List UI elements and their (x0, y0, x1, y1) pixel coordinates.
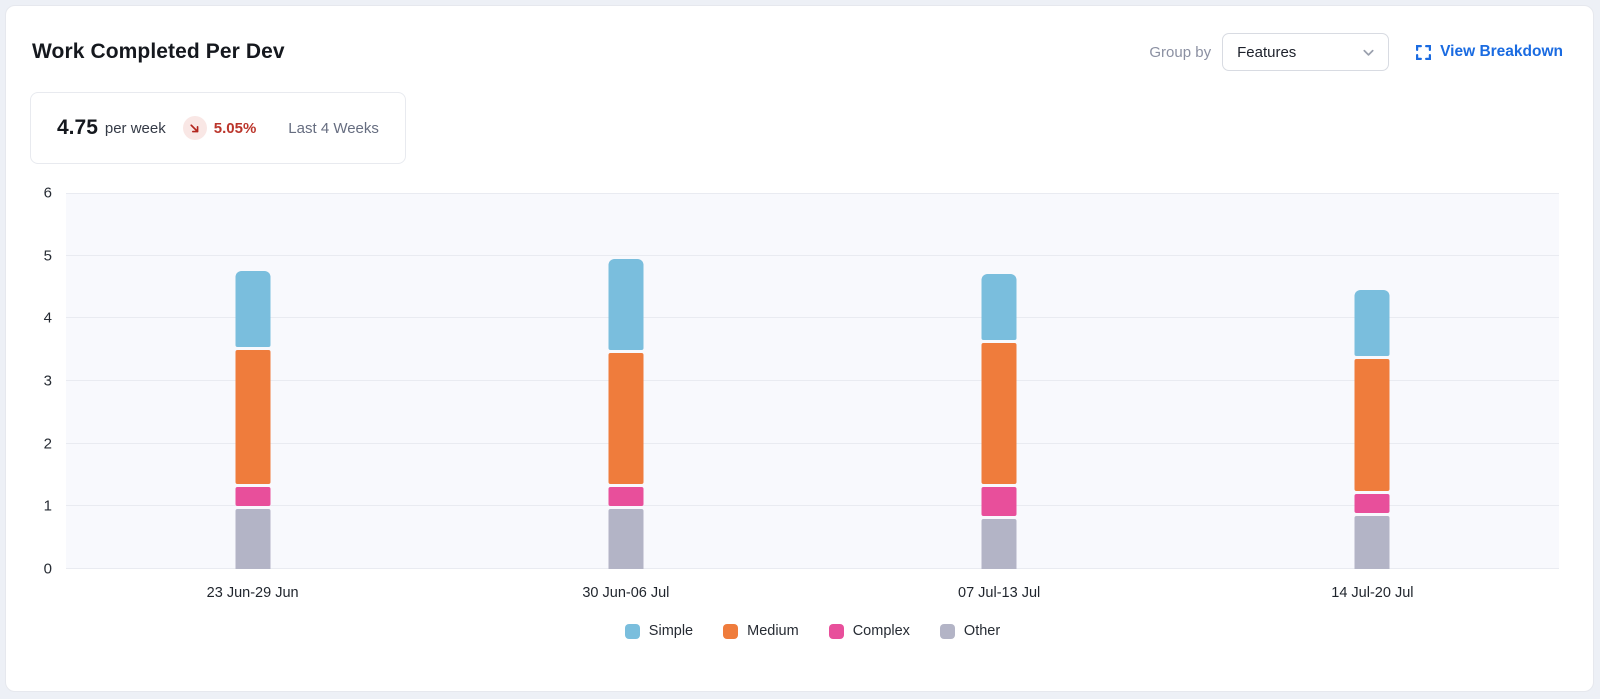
legend-label-simple: Simple (648, 623, 694, 639)
chart: 0 1 2 3 4 5 6 23 Jun-29 Jun 30 Jun-06 Jul 07 Jul… (44, 186, 1559, 639)
summary-stat-card: 4.75 per week 5.05% Last 4 Weeks (30, 92, 406, 164)
gridline-y-1 (66, 505, 1559, 507)
bar-segment-medium[interactable] (1354, 358, 1390, 491)
bar-segment-medium[interactable] (608, 352, 644, 485)
legend-item-other[interactable]: Other (939, 623, 1001, 639)
bar-segment-simple[interactable] (235, 271, 271, 347)
bar-segment-other[interactable] (235, 509, 271, 569)
group-by-selected-value: Features (1237, 43, 1297, 61)
view-breakdown-label: View Breakdown (1440, 43, 1563, 60)
bar-segment-complex[interactable] (235, 487, 271, 507)
bar-segment-complex[interactable] (608, 487, 644, 507)
x-axis-label-3: 07 Jul-13 Jul (958, 585, 1041, 601)
gridline-y-0 (66, 568, 1559, 569)
work-completed-card: Work Completed Per Dev Group by Features (5, 5, 1594, 692)
legend-label-complex: Complex (852, 623, 910, 639)
legend-swatch-complex (828, 623, 844, 639)
legend-label-other: Other (963, 623, 1001, 639)
y-axis-tick-4: 4 (43, 309, 52, 327)
legend-swatch-other (939, 623, 955, 639)
trend-down-arrow-icon (182, 116, 207, 140)
stacked-bar-3 (981, 193, 1017, 569)
y-axis-tick-2: 2 (43, 435, 52, 453)
legend-item-simple[interactable]: Simple (624, 623, 694, 639)
group-by-select[interactable]: Features (1222, 33, 1390, 71)
x-axis-label-1: 23 Jun-29 Jun (206, 585, 299, 601)
stat-delta: 5.05% (213, 119, 257, 137)
plot-area: 0 1 2 3 4 5 6 (44, 186, 1559, 577)
legend-swatch-medium (723, 623, 739, 639)
bar-segment-complex[interactable] (981, 487, 1017, 516)
bar-segment-simple[interactable] (981, 274, 1017, 341)
chevron-down-icon (1361, 45, 1376, 60)
bar-segment-simple[interactable] (608, 258, 644, 350)
bar-segment-complex[interactable] (1354, 493, 1390, 513)
chart-legend: Simple Medium Complex Other (66, 623, 1559, 639)
legend-item-complex[interactable]: Complex (828, 623, 910, 639)
legend-item-medium[interactable]: Medium (723, 623, 799, 639)
x-axis-label-4: 14 Jul-20 Jul (1331, 585, 1414, 601)
bar-segment-other[interactable] (608, 509, 644, 569)
legend-label-medium: Medium (747, 623, 799, 639)
gridline-y-4 (66, 317, 1559, 319)
stat-period: Last 4 Weeks (288, 119, 379, 137)
gridline-y-6 (66, 193, 1559, 194)
bar-segment-medium[interactable] (981, 343, 1017, 485)
stat-value: 4.75 (57, 116, 98, 139)
bar-segment-other[interactable] (981, 518, 1017, 569)
gridline-y-3 (66, 380, 1559, 381)
y-axis-tick-5: 5 (43, 247, 52, 265)
x-axis-labels: 23 Jun-29 Jun 30 Jun-06 Jul 07 Jul-13 Jul 1… (66, 585, 1559, 601)
stacked-bar-2 (608, 193, 644, 569)
x-axis-label-2: 30 Jun-06 Jul (582, 585, 670, 601)
y-axis-tick-3: 3 (43, 372, 52, 390)
view-breakdown-button[interactable]: View Breakdown (1415, 43, 1563, 61)
card-header: Work Completed Per Dev Group by Features (6, 6, 1593, 71)
legend-swatch-simple (624, 623, 640, 639)
header-controls: Group by Features (1149, 33, 1563, 71)
y-axis-tick-1: 1 (43, 497, 52, 515)
y-axis-tick-6: 6 (43, 184, 52, 202)
bar-segment-simple[interactable] (1354, 290, 1390, 356)
bar-segment-medium[interactable] (235, 349, 271, 485)
y-axis-tick-0: 0 (43, 560, 52, 578)
group-by-label: Group by (1149, 43, 1212, 61)
page-title: Work Completed Per Dev (32, 40, 285, 63)
gridline-y-5 (66, 254, 1559, 256)
stat-unit: per week (104, 119, 166, 137)
stacked-bar-1 (235, 193, 271, 569)
stacked-bar-4 (1354, 193, 1390, 569)
bar-segment-other[interactable] (1354, 515, 1390, 569)
expand-icon (1415, 44, 1432, 61)
gridline-y-2 (66, 442, 1559, 444)
